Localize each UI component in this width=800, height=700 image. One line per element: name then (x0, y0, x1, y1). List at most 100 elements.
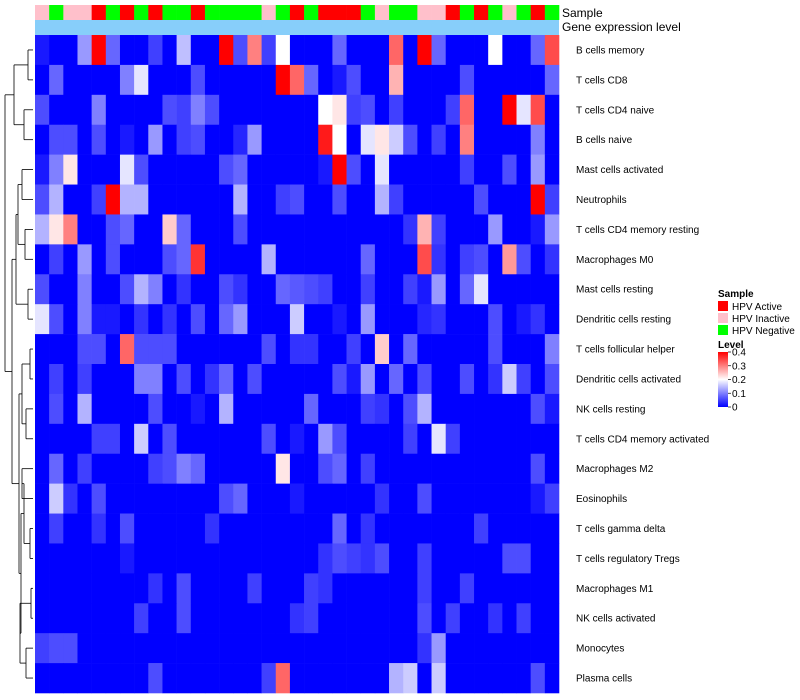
heatmap-cell (459, 633, 475, 664)
heatmap-cell (488, 304, 503, 335)
heatmap-cell (275, 94, 291, 126)
heatmap-cell (459, 94, 475, 126)
heatmap-cell (77, 184, 92, 215)
heatmap-cell (516, 543, 531, 574)
heatmap-cell (190, 633, 206, 664)
heatmap-cell (544, 154, 560, 185)
level-legend-tick-label: 0 (732, 403, 738, 414)
heatmap-cell (49, 124, 64, 155)
heatmap-cell (119, 453, 135, 484)
heatmap-cell (403, 124, 418, 155)
heatmap-cell (77, 453, 92, 484)
heatmap-cell (49, 184, 64, 215)
sample-legend-title: Sample (718, 289, 754, 300)
heatmap-cell (389, 423, 404, 455)
heatmap-cell (374, 124, 390, 155)
heatmap-cell (374, 513, 390, 544)
heatmap-cell (389, 124, 404, 155)
heatmap-cell (374, 423, 390, 455)
heatmap-cell (488, 334, 503, 365)
heatmap-cell (544, 573, 560, 604)
heatmap-cell (91, 663, 107, 694)
heatmap-cell (304, 393, 319, 425)
heatmap-cell (289, 483, 305, 514)
heatmap-cell (474, 304, 489, 335)
heatmap-cell (233, 663, 248, 694)
heatmap-cell (445, 334, 461, 365)
heatmap-cell (204, 154, 220, 185)
heatmap-cell (403, 244, 418, 275)
heatmap-cell (162, 244, 177, 275)
heatmap-cell (346, 64, 362, 96)
heatmap-cell (516, 393, 531, 425)
sample-track-cell (403, 5, 418, 20)
heatmap-cell (502, 453, 517, 484)
heatmap-cell (35, 543, 50, 574)
heatmap-cell (204, 364, 220, 395)
sample-track-cell (459, 5, 475, 20)
heatmap-cell (275, 393, 291, 425)
sample-track-cell (417, 5, 432, 20)
heatmap-cell (275, 154, 291, 185)
heatmap-cell (289, 274, 305, 305)
heatmap-cell (318, 274, 333, 305)
heatmap-cell (544, 453, 560, 484)
heatmap-cell (63, 423, 78, 455)
row-label: T cells CD4 memory activated (576, 434, 709, 445)
heatmap-cell (247, 633, 262, 664)
heatmap-cell (247, 393, 262, 425)
heatmap-cell (77, 423, 92, 455)
heatmap-cell (459, 513, 475, 544)
heatmap-cell (275, 513, 291, 544)
heatmap-cell (445, 603, 461, 634)
heatmap-cell (247, 453, 262, 484)
sample-track-cell (374, 5, 390, 20)
heatmap-cell (204, 184, 220, 215)
heatmap-cell (49, 663, 64, 694)
heatmap-cell (530, 663, 546, 694)
heatmap-cell (530, 453, 546, 484)
heatmap-cell (530, 423, 546, 455)
heatmap-cell (516, 364, 531, 395)
heatmap-cell (219, 304, 234, 335)
heatmap-cell (459, 214, 475, 245)
heatmap-cell (445, 573, 461, 604)
heatmap-cell (219, 423, 234, 455)
heatmap-cell (417, 393, 432, 425)
heatmap-cell (247, 94, 262, 126)
heatmap-cell (502, 214, 517, 245)
row-label: Macrophages M0 (576, 255, 654, 266)
heatmap-cell (275, 64, 291, 96)
heatmap-cell (374, 94, 390, 126)
heatmap-cell (134, 214, 149, 245)
heatmap-cell (544, 244, 560, 275)
heatmap-cell (162, 304, 177, 335)
heatmap-cell (247, 513, 262, 544)
heatmap-cell (374, 543, 390, 574)
heatmap-cell (488, 633, 503, 664)
heatmap-cell (247, 364, 262, 395)
heatmap-cell (360, 94, 376, 126)
heatmap-cell (91, 35, 107, 66)
heatmap-cell (346, 393, 362, 425)
heatmap-cell (488, 603, 503, 634)
heatmap-cell (63, 513, 78, 544)
heatmap-cell (233, 184, 248, 215)
heatmap-cell (148, 423, 163, 455)
heatmap-cell (190, 603, 206, 634)
heatmap-cell (374, 663, 390, 694)
heatmap-cell (162, 35, 177, 66)
heatmap-cell (247, 244, 262, 275)
heatmap-cell (233, 64, 248, 96)
heatmap-cell (233, 393, 248, 425)
heatmap-cell (332, 603, 347, 634)
heatmap-cell (332, 393, 347, 425)
heatmap-cell (275, 633, 291, 664)
heatmap-cell (530, 364, 546, 395)
heatmap-cell (204, 513, 220, 544)
heatmap-cell (148, 35, 163, 66)
heatmap-cell (530, 483, 546, 514)
heatmap-cell (190, 274, 206, 305)
heatmap-cell (318, 35, 333, 66)
heatmap-cell (488, 154, 503, 185)
